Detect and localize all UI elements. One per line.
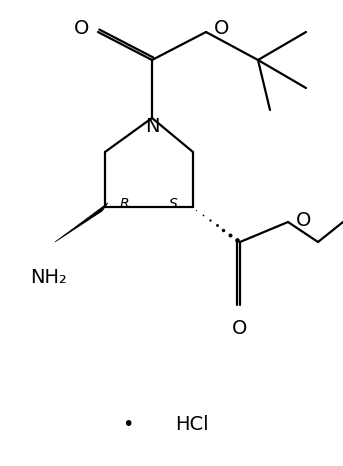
Text: •: • [122,416,134,434]
Polygon shape [55,203,108,242]
Text: HCl: HCl [175,416,209,434]
Text: N: N [145,117,159,136]
Text: S: S [169,197,178,211]
Text: O: O [232,319,248,338]
Text: O: O [214,20,229,39]
Text: O: O [296,211,311,229]
Text: O: O [74,20,89,39]
Text: R: R [120,197,130,211]
Text: NH₂: NH₂ [30,268,67,287]
